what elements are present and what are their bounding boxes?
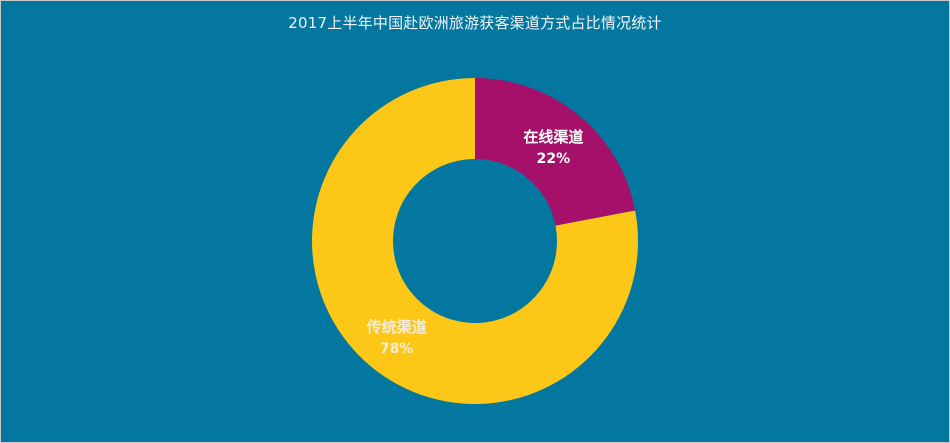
slice-label-0: 在线渠道: [523, 128, 583, 146]
slice-value-label-1: 78%: [380, 341, 414, 357]
donut-slice-1: [311, 78, 638, 404]
chart-title: 2017上半年中国赴欧洲旅游获客渠道方式占比情况统计: [288, 14, 662, 32]
slice-value-label-0: 22%: [537, 151, 571, 167]
slice-label-1: 传统渠道: [366, 318, 427, 336]
donut-slice-0: [475, 78, 636, 226]
